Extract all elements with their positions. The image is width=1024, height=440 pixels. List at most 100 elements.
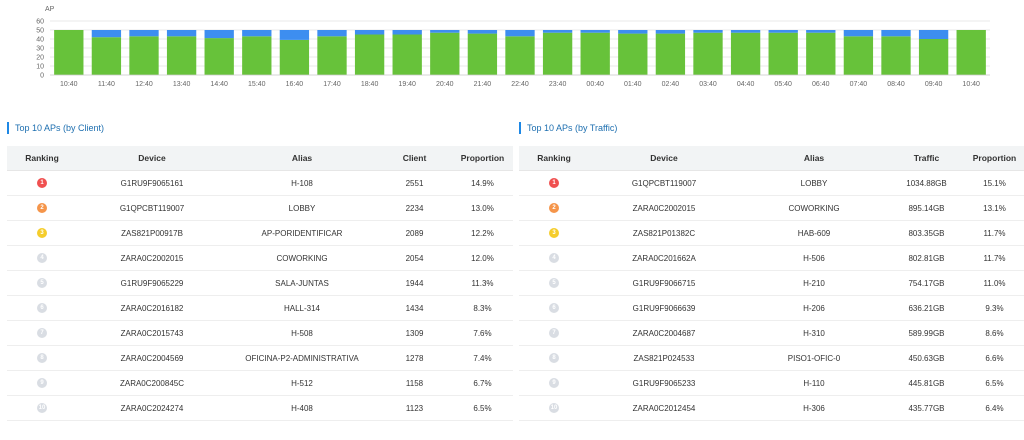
table-row[interactable]: 10 ZARA0C2024274 H-408 1123 6.5% — [7, 396, 513, 421]
table-row[interactable]: 7 ZARA0C2015743 H-508 1309 7.6% — [7, 321, 513, 346]
table-row[interactable]: 5 G1RU9F9065229 SALA-JUNTAS 1944 11.3% — [7, 271, 513, 296]
header-proportion[interactable]: Proportion — [972, 153, 1017, 163]
table-row[interactable]: 2 ZARA0C2002015 COWORKING 895.14GB 13.1% — [519, 196, 1024, 221]
bar-segment-green — [392, 34, 422, 75]
table-body: 1 G1RU9F9065161 H-108 2551 14.9% 2 G1QPCBT1190… — [7, 171, 513, 421]
x-tick-label: 10:40 — [962, 81, 980, 88]
header-alias[interactable]: Alias — [291, 153, 313, 163]
x-tick-label: 18:40 — [361, 81, 379, 88]
table-row[interactable]: 2 G1QPCBT119007 LOBBY 2234 13.0% — [7, 196, 513, 221]
rank-cell: 5 — [7, 278, 77, 288]
bar-segment-green — [204, 38, 234, 75]
x-tick-label: 05:40 — [774, 81, 792, 88]
device-cell: ZARA0C2002015 — [120, 253, 184, 263]
rank-badge: 10 — [549, 403, 559, 413]
table-row[interactable]: 4 ZARA0C201662A H-506 802.81GB 11.7% — [519, 246, 1024, 271]
header-proportion[interactable]: Proportion — [460, 153, 505, 163]
alias-cell: H-206 — [803, 303, 825, 313]
header-ranking[interactable]: Ranking — [25, 153, 59, 163]
bar-segment-blue — [768, 30, 798, 33]
table-row[interactable]: 6 G1RU9F9066639 H-206 636.21GB 9.3% — [519, 296, 1024, 321]
panel-title: Top 10 APs (by Client) — [7, 118, 104, 138]
alias-cell: COWORKING — [788, 203, 840, 213]
header-traffic[interactable]: Traffic — [913, 153, 940, 163]
alias-cell: AP-PORIDENTIFICAR — [261, 228, 343, 238]
table-row[interactable]: 8 ZARA0C2004569 OFICINA-P2-ADMINISTRATIVA 1… — [7, 346, 513, 371]
bar-segment-green — [693, 32, 723, 75]
bar-segment-green — [881, 36, 911, 75]
value-cell: 1434 — [405, 303, 424, 313]
bar-segment-blue — [166, 30, 197, 37]
x-tick-label: 02:40 — [662, 81, 680, 88]
bar-segment-green — [354, 34, 385, 75]
bar-segment-green — [279, 39, 310, 75]
table-row[interactable]: 8 ZAS821P024533 PISO1-OFIC-0 450.63GB 6.6% — [519, 346, 1024, 371]
bar-segment-green — [166, 36, 197, 75]
x-tick-label: 20:40 — [436, 81, 454, 88]
table-row[interactable]: 9 G1RU9F9065233 H-110 445.81GB 6.5% — [519, 371, 1024, 396]
bar-segment-blue — [843, 30, 874, 37]
bar-segment-green — [580, 32, 610, 75]
y-tick-label: 40 — [36, 37, 44, 44]
value-cell: 754.17GB — [908, 278, 945, 288]
x-tick-label: 21:40 — [474, 81, 492, 88]
y-tick-label: 0 — [40, 73, 44, 80]
table-row[interactable]: 6 ZARA0C2016182 HALL-314 1434 8.3% — [7, 296, 513, 321]
alias-cell: LOBBY — [288, 203, 316, 213]
alias-cell: HALL-314 — [283, 303, 321, 313]
bar-segment-blue — [430, 30, 460, 33]
bar-segment-blue — [242, 30, 272, 37]
value-cell: 2551 — [405, 178, 424, 188]
x-tick-label: 00:40 — [586, 81, 604, 88]
x-tick-label: 15:40 — [248, 81, 266, 88]
header-client[interactable]: Client — [402, 153, 427, 163]
alias-cell: H-306 — [803, 403, 825, 413]
rank-badge: 7 — [549, 328, 559, 338]
device-cell: G1QPCBT119007 — [119, 203, 185, 213]
value-cell: 2234 — [405, 203, 424, 213]
bar-segment-blue — [204, 30, 234, 39]
value-cell: 2054 — [405, 253, 424, 263]
table-row[interactable]: 1 G1RU9F9065161 H-108 2551 14.9% — [7, 171, 513, 196]
proportion-cell: 13.1% — [983, 203, 1006, 213]
table-row[interactable]: 9 ZARA0C200845C H-512 1158 6.7% — [7, 371, 513, 396]
proportion-cell: 7.4% — [473, 353, 492, 363]
rank-cell: 5 — [519, 278, 589, 288]
value-cell: 895.14GB — [908, 203, 945, 213]
table-row[interactable]: 3 ZAS821P01382C HAB-609 803.35GB 11.7% — [519, 221, 1024, 246]
x-tick-label: 14:40 — [210, 81, 228, 88]
bar-segment-blue — [655, 30, 686, 34]
header-device[interactable]: Device — [138, 153, 166, 163]
device-cell: ZARA0C2004687 — [632, 328, 696, 338]
table-row[interactable]: 4 ZARA0C2002015 COWORKING 2054 12.0% — [7, 246, 513, 271]
value-cell: 589.99GB — [908, 328, 945, 338]
table-row[interactable]: 10 ZARA0C2012454 H-306 435.77GB 6.4% — [519, 396, 1024, 421]
header-alias[interactable]: Alias — [803, 153, 825, 163]
table-row[interactable]: 1 G1QPCBT119007 LOBBY 1034.88GB 15.1% — [519, 171, 1024, 196]
table-row[interactable]: 3 ZAS821P00917B AP-PORIDENTIFICAR 2089 12.2% — [7, 221, 513, 246]
bar-segment-green — [242, 36, 272, 75]
table-row[interactable]: 7 ZARA0C2004687 H-310 589.99GB 8.6% — [519, 321, 1024, 346]
table-header: Ranking Device Alias Traffic Proportion — [519, 146, 1024, 171]
rank-cell: 6 — [519, 303, 589, 313]
alias-cell: H-508 — [291, 328, 313, 338]
y-tick-label: 30 — [36, 46, 44, 53]
bar-segment-green — [129, 36, 159, 75]
header-device[interactable]: Device — [650, 153, 678, 163]
rank-badge: 7 — [37, 328, 47, 338]
device-cell: ZAS821P024533 — [633, 353, 695, 363]
y-tick-label: 50 — [36, 28, 44, 35]
rank-cell: 10 — [519, 403, 589, 413]
device-cell: ZARA0C2024274 — [120, 403, 184, 413]
header-ranking[interactable]: Ranking — [537, 153, 571, 163]
alias-cell: HAB-609 — [797, 228, 831, 238]
bar-segment-green — [806, 32, 836, 75]
bar-segment-blue — [505, 30, 535, 37]
table-row[interactable]: 5 G1RU9F9066715 H-210 754.17GB 11.0% — [519, 271, 1024, 296]
bar-segment-blue — [730, 30, 761, 33]
x-tick-label: 03:40 — [699, 81, 717, 88]
device-cell: ZARA0C2002015 — [632, 203, 696, 213]
proportion-cell: 13.0% — [471, 203, 494, 213]
alias-cell: H-506 — [803, 253, 825, 263]
x-tick-label: 07:40 — [850, 81, 868, 88]
